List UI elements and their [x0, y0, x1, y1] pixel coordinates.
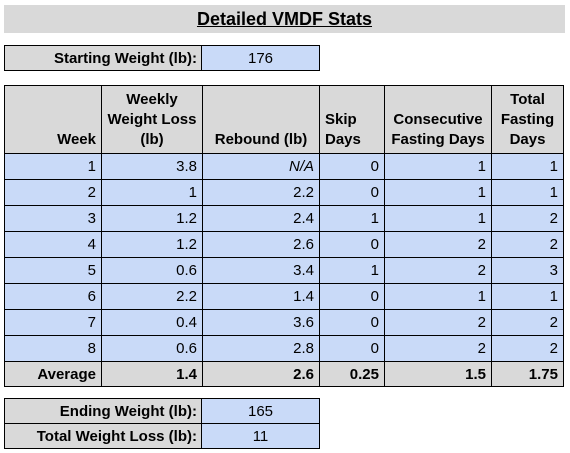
starting-weight-label: Starting Weight (lb):: [4, 45, 202, 71]
ending-weight-value: 165: [201, 398, 320, 424]
cell-week: 4: [4, 231, 102, 258]
cell-week: 2: [4, 179, 102, 206]
table-row: 5 0.6 3.4 1 2 3: [4, 257, 564, 284]
header-rebound: Rebound (lb): [202, 85, 320, 154]
table-row: 6 2.2 1.4 0 1 1: [4, 283, 564, 310]
table-row: 7 0.4 3.6 0 2 2: [4, 309, 564, 336]
cell-loss: 1: [101, 179, 203, 206]
average-label: Average: [4, 361, 102, 387]
cell-rebound: 2.2: [202, 179, 320, 206]
cell-week: 5: [4, 257, 102, 284]
cell-loss: 1.2: [101, 231, 203, 258]
cell-week: 3: [4, 205, 102, 232]
header-consecutive-days: Consecutive Fasting Days: [384, 85, 492, 154]
cell-rebound: N/A: [202, 153, 320, 180]
cell-consec: 1: [384, 283, 492, 310]
cell-skip: 0: [319, 335, 385, 362]
cell-rebound: 2.4: [202, 205, 320, 232]
average-skip: 0.25: [319, 361, 385, 387]
cell-total: 1: [491, 153, 564, 180]
cell-consec: 2: [384, 309, 492, 336]
header-row: Week Weekly Weight Loss (lb) Rebound (lb…: [4, 85, 564, 154]
cell-week: 7: [4, 309, 102, 336]
table-row: 2 1 2.2 0 1 1: [4, 179, 564, 206]
table-row: 4 1.2 2.6 0 2 2: [4, 231, 564, 258]
cell-consec: 1: [384, 205, 492, 232]
cell-loss: 0.6: [101, 335, 203, 362]
cell-total: 2: [491, 205, 564, 232]
cell-loss: 2.2: [101, 283, 203, 310]
cell-consec: 2: [384, 231, 492, 258]
average-rebound: 2.6: [202, 361, 320, 387]
cell-total: 2: [491, 231, 564, 258]
summary-table: Ending Weight (lb): 165 Total Weight Los…: [4, 398, 320, 449]
total-weight-loss-label: Total Weight Loss (lb):: [4, 423, 202, 449]
cell-total: 2: [491, 309, 564, 336]
average-total: 1.75: [491, 361, 564, 387]
total-weight-loss-value: 11: [201, 423, 320, 449]
cell-consec: 1: [384, 179, 492, 206]
header-skip-days: Skip Days: [319, 85, 385, 154]
cell-total: 1: [491, 283, 564, 310]
starting-weight-value: 176: [201, 45, 320, 71]
cell-consec: 2: [384, 257, 492, 284]
table-row: 3 1.2 2.4 1 1 2: [4, 205, 564, 232]
cell-rebound: 1.4: [202, 283, 320, 310]
cell-total: 1: [491, 179, 564, 206]
cell-week: 6: [4, 283, 102, 310]
cell-total: 2: [491, 335, 564, 362]
cell-rebound: 3.6: [202, 309, 320, 336]
cell-rebound: 2.8: [202, 335, 320, 362]
cell-total: 3: [491, 257, 564, 284]
cell-skip: 0: [319, 179, 385, 206]
page-title: Detailed VMDF Stats: [4, 5, 565, 33]
cell-skip: 0: [319, 153, 385, 180]
table-row: 8 0.6 2.8 0 2 2: [4, 335, 564, 362]
header-total-days: Total Fasting Days: [491, 85, 564, 154]
cell-consec: 1: [384, 153, 492, 180]
table-row: 1 3.8 N/A 0 1 1: [4, 153, 564, 180]
average-loss: 1.4: [101, 361, 203, 387]
ending-weight-label: Ending Weight (lb):: [4, 398, 202, 424]
cell-consec: 2: [384, 335, 492, 362]
stats-table: Week Weekly Weight Loss (lb) Rebound (lb…: [4, 85, 564, 387]
cell-rebound: 3.4: [202, 257, 320, 284]
average-row: Average 1.4 2.6 0.25 1.5 1.75: [4, 361, 564, 387]
header-week: Week: [4, 85, 102, 154]
cell-rebound: 2.6: [202, 231, 320, 258]
cell-loss: 3.8: [101, 153, 203, 180]
cell-skip: 0: [319, 231, 385, 258]
cell-skip: 1: [319, 257, 385, 284]
header-weekly-loss: Weekly Weight Loss (lb): [101, 85, 203, 154]
cell-loss: 0.6: [101, 257, 203, 284]
average-consec: 1.5: [384, 361, 492, 387]
starting-weight-table: Starting Weight (lb): 176: [4, 45, 320, 71]
cell-week: 1: [4, 153, 102, 180]
cell-skip: 0: [319, 309, 385, 336]
cell-loss: 1.2: [101, 205, 203, 232]
cell-skip: 0: [319, 283, 385, 310]
cell-skip: 1: [319, 205, 385, 232]
cell-week: 8: [4, 335, 102, 362]
cell-loss: 0.4: [101, 309, 203, 336]
